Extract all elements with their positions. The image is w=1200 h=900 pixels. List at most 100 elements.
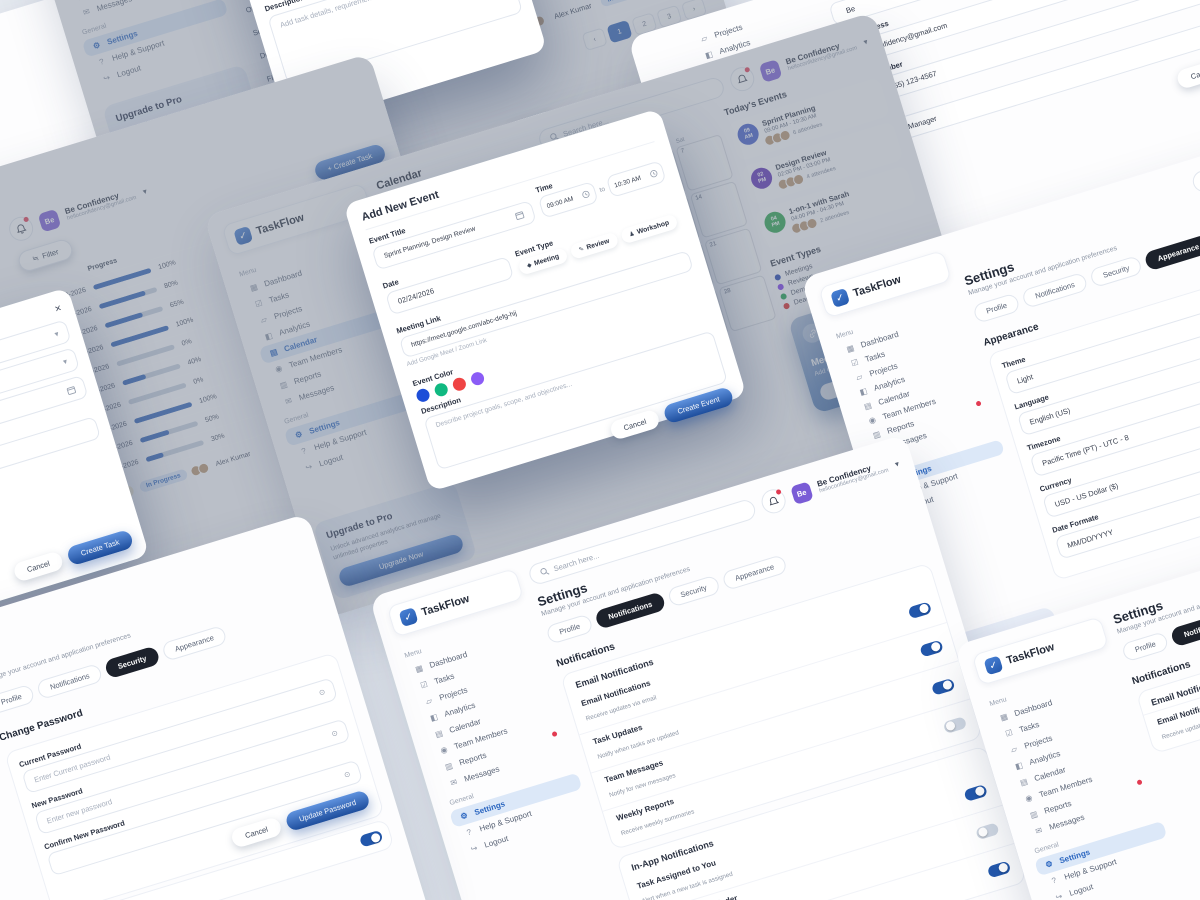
menu-item-icon: ☑ bbox=[419, 679, 429, 691]
menu-item-label: Tasks bbox=[1018, 719, 1041, 735]
tab[interactable]: Profile bbox=[545, 613, 595, 645]
menu-item-icon: ▱ bbox=[1009, 744, 1019, 755]
menu-item-icon: ▥ bbox=[1028, 809, 1039, 821]
event-type-icon: ✎ bbox=[578, 246, 585, 254]
menu-item-icon: ▥ bbox=[871, 429, 882, 441]
calendar-icon bbox=[66, 386, 76, 395]
to-word: to bbox=[598, 185, 606, 194]
search-input[interactable]: Search here... bbox=[526, 497, 758, 586]
menu-item-icon: ▦ bbox=[845, 343, 856, 355]
menu-item-icon: ◉ bbox=[439, 744, 449, 756]
menu-item-icon: ▱ bbox=[854, 372, 864, 383]
tab[interactable]: Notifications bbox=[35, 662, 104, 701]
menu-item-label: Logout bbox=[483, 833, 510, 850]
menu-item-icon: ? bbox=[465, 827, 473, 838]
taskflow-logo-icon: ✓ bbox=[983, 655, 1004, 676]
menu-item-icon: ? bbox=[1050, 875, 1058, 886]
time-to-value: 10:30 AM bbox=[613, 174, 642, 190]
search-icon bbox=[540, 567, 550, 575]
menu-item-icon: ☑ bbox=[1004, 727, 1014, 739]
add-event-modal: Add New Event Event Title Sprint Plannin… bbox=[343, 108, 747, 492]
menu-item-icon: ▥ bbox=[443, 760, 454, 772]
cancel-button[interactable]: Cancel bbox=[230, 816, 283, 849]
toggle[interactable] bbox=[907, 600, 932, 619]
menu-item-icon: ▱ bbox=[424, 696, 434, 707]
color-swatch[interactable] bbox=[433, 381, 450, 398]
field-value: English (US) bbox=[1028, 405, 1072, 427]
color-swatch[interactable] bbox=[469, 370, 486, 387]
menu-item-icon: ◧ bbox=[704, 49, 714, 61]
menu-item-icon: ▱ bbox=[699, 33, 709, 44]
time-from-input[interactable]: 09:00 AM bbox=[537, 180, 600, 219]
bell-icon bbox=[769, 497, 779, 506]
tab[interactable]: Security bbox=[666, 574, 721, 608]
event-type-icon: ◆ bbox=[526, 262, 533, 270]
menu-item-icon: ◧ bbox=[1014, 760, 1024, 772]
eye-icon[interactable]: ⊙ bbox=[342, 769, 352, 780]
event-type-icon: ♟ bbox=[628, 231, 636, 239]
tab[interactable]: Profile bbox=[0, 683, 36, 715]
color-swatch[interactable] bbox=[451, 376, 468, 393]
taskflow-logo-icon: ✓ bbox=[398, 607, 419, 628]
tab[interactable]: Appearance bbox=[160, 624, 228, 662]
field-value: Light bbox=[1015, 372, 1035, 386]
search-placeholder: Search here... bbox=[552, 550, 601, 573]
toggle[interactable] bbox=[358, 829, 384, 848]
menu-item-icon: ▤ bbox=[434, 728, 444, 740]
clock-icon bbox=[582, 190, 590, 198]
date-field[interactable] bbox=[0, 374, 89, 478]
menu-item-icon: ◧ bbox=[858, 386, 869, 398]
menu-item-icon: ◉ bbox=[867, 415, 877, 426]
eye-icon[interactable]: ⊙ bbox=[317, 686, 327, 698]
calendar-icon bbox=[515, 211, 525, 220]
toggle[interactable] bbox=[930, 677, 956, 696]
time-from-value: 09:00 AM bbox=[545, 194, 575, 210]
description-placeholder: Add task details, requirements, or notes… bbox=[278, 0, 414, 30]
menu-item-icon: ⚙ bbox=[459, 810, 469, 822]
menu-item-icon: ⚙ bbox=[1044, 858, 1054, 870]
menu-item-icon: ◧ bbox=[429, 712, 439, 723]
app-name: TaskFlow bbox=[851, 273, 903, 300]
tab[interactable]: Profile bbox=[972, 292, 1022, 324]
app-name: TaskFlow bbox=[1005, 641, 1056, 668]
bell-button[interactable] bbox=[758, 486, 789, 517]
menu-item-icon: ↪ bbox=[1054, 891, 1064, 900]
create-task-button[interactable]: Create Task bbox=[65, 528, 135, 567]
menu-item-icon: ☑ bbox=[850, 357, 860, 369]
toggle[interactable] bbox=[986, 860, 1012, 878]
toggle[interactable] bbox=[974, 821, 1000, 840]
toggle[interactable] bbox=[942, 715, 968, 734]
field-value: Be bbox=[844, 3, 857, 16]
toggle[interactable] bbox=[963, 783, 988, 802]
menu-item-icon: ◉ bbox=[1024, 793, 1034, 804]
time-to-input[interactable]: 10:30 AM bbox=[605, 160, 667, 198]
cancel-button[interactable]: Cancel bbox=[11, 550, 65, 583]
taskflow-logo-icon: ✓ bbox=[830, 287, 851, 308]
chevron-down-icon: ▾ bbox=[61, 356, 69, 367]
tab[interactable]: Security bbox=[1088, 255, 1144, 289]
tab[interactable]: Security bbox=[103, 645, 161, 680]
eye-icon[interactable]: ⊙ bbox=[330, 728, 339, 739]
menu-item-icon: ✉ bbox=[449, 777, 459, 788]
avatar[interactable]: Be bbox=[789, 480, 814, 505]
menu-item-label: Tasks bbox=[433, 671, 456, 687]
chevron-down-icon: ▾ bbox=[53, 329, 60, 339]
menu-item-icon: ▤ bbox=[1019, 776, 1029, 788]
date-value: 02/24/2026 bbox=[396, 286, 436, 306]
menu-item-icon: ↪ bbox=[469, 843, 479, 854]
event-title-input[interactable]: Sprint Planning, Design Review bbox=[371, 199, 537, 271]
field-value: MM/DD/YYYY bbox=[1066, 527, 1115, 551]
tab[interactable]: Profile bbox=[1120, 630, 1170, 663]
screen-settings-notifications: ✓ TaskFlow Menu ▦ Dashboard ☑ Tasks bbox=[369, 434, 1051, 900]
chevron-down-icon[interactable]: ▾ bbox=[893, 458, 901, 469]
menu-item-icon: ▦ bbox=[414, 663, 425, 675]
create-task-modal: × ▾ ▾ Due Date 03/01/2026 Cancel Create … bbox=[0, 287, 150, 643]
close-icon[interactable]: × bbox=[53, 302, 64, 316]
menu-item-icon: ✉ bbox=[1034, 825, 1044, 837]
color-swatch[interactable] bbox=[414, 387, 432, 404]
menu-item-icon: ▦ bbox=[999, 711, 1009, 723]
toggle[interactable] bbox=[919, 639, 944, 658]
menu-item-icon: ▤ bbox=[863, 400, 873, 412]
clock-icon bbox=[650, 170, 658, 178]
